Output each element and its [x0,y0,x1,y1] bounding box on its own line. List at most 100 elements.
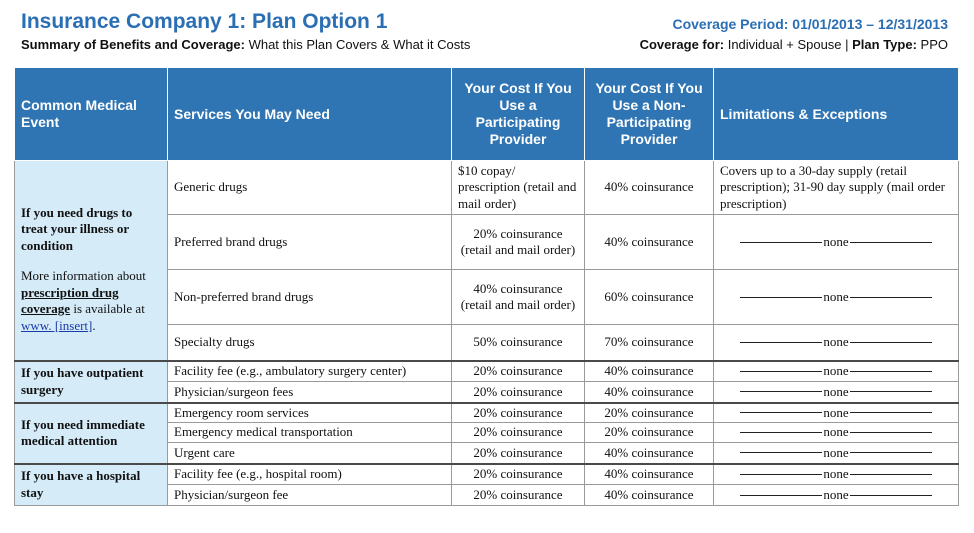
page-subtitle: Summary of Benefits and Coverage: What t… [21,37,470,52]
dash-rule [849,241,932,243]
limitation-cell: none [713,324,959,361]
participating-cost-cell: 40% coinsurance (retail and mail order) [451,269,585,325]
none-marker: none [720,334,952,351]
dash-rule [740,296,823,298]
participating-cost-cell: 20% coinsurance [451,484,585,506]
limitation-text: none [823,404,849,420]
event-hospital: If you have a hospital stay [14,462,168,506]
dash-rule [740,341,823,343]
more-info-mid: is available at [70,301,145,316]
dash-rule [849,412,932,414]
limitation-cell: none [713,462,959,485]
coverage-period: Coverage Period: 01/01/2013 – 12/31/2013 [672,16,948,32]
dash-rule [740,370,823,372]
coverage-for-label: Coverage for: [639,37,725,52]
table-header-row: Common Medical Event Services You May Ne… [14,67,959,161]
limitation-text: none [823,383,849,399]
participating-cost-cell: $10 copay/ prescription (retail and mail… [451,160,585,215]
participating-cost-cell: 20% coinsurance [451,422,585,443]
document-header: Insurance Company 1: Plan Option 1 Summa… [0,0,974,60]
limitation-text: none [823,233,849,249]
non-participating-cost-cell: 20% coinsurance [584,422,714,443]
table-row: Emergency medical transportation 20% coi… [15,422,959,443]
service-cell: Non-preferred brand drugs [167,269,452,325]
table-row: If you have outpatient surgery Facility … [14,359,959,403]
limitation-text: none [823,424,849,440]
limitation-text: none [823,334,849,349]
service-cell: Facility fee (e.g., ambulatory surgery c… [167,359,452,382]
limitation-text: none [823,444,849,460]
participating-cost-cell: 50% coinsurance [451,324,585,361]
none-marker: none [720,363,952,380]
limitation-cell: none [713,381,959,403]
participating-cost-cell: 20% coinsurance [451,401,585,423]
limitation-cell: none [713,422,959,443]
service-cell: Generic drugs [167,160,452,215]
non-participating-cost-cell: 40% coinsurance [584,442,714,464]
dash-rule [849,391,932,393]
table-row: Physician/surgeon fee 20% coinsurance 40… [15,484,959,506]
dash-rule [849,296,932,298]
table-row: Preferred brand drugs 20% coinsurance (r… [15,214,959,270]
none-marker: none [720,384,952,401]
service-cell: Facility fee (e.g., hospital room) [167,462,452,485]
non-participating-cost-cell: 40% coinsurance [584,160,714,215]
service-cell: Physician/surgeon fees [167,381,452,403]
dash-rule [849,473,932,475]
none-marker: none [720,445,952,462]
participating-cost-cell: 20% coinsurance [451,359,585,382]
event-drugs-more-info: More information about prescription drug… [21,268,161,334]
service-cell: Emergency room services [167,401,452,423]
dash-rule [849,432,932,433]
none-marker: none [720,424,952,441]
limitation-cell: none [713,269,959,325]
event-immediate: If you need immediate medical attention [14,401,168,464]
limitation-cell: none [713,359,959,382]
col-header-participating: Your Cost If You Use a Participating Pro… [451,67,585,161]
limitation-text: none [823,486,849,502]
dash-rule [849,452,932,454]
dash-rule [849,370,932,372]
limitation-cell: Covers up to a 30-day supply (retail pre… [713,160,959,215]
none-marker: none [720,466,952,483]
subtitle-label: Summary of Benefits and Coverage: [21,37,245,52]
event-drugs-title: If you need drugs to treat your illness … [21,204,133,253]
prescription-drug-coverage-link[interactable]: prescription drug coverage [21,284,119,317]
dash-rule [849,494,932,496]
plan-type-value: PPO [916,37,948,52]
dash-rule [740,473,823,475]
none-marker: none [720,289,952,306]
limitation-cell: none [713,214,959,270]
non-participating-cost-cell: 20% coinsurance [584,401,714,423]
table-row: Specialty drugs 50% coinsurance 70% coin… [15,324,959,361]
dash-rule [740,432,823,433]
plan-website-link[interactable]: www. [insert] [21,317,93,333]
limitation-text: none [823,363,849,378]
event-drugs: If you need drugs to treat your illness … [14,160,168,361]
service-cell: Specialty drugs [167,324,452,361]
limitation-cell: none [713,484,959,506]
table-row: If you need immediate medical attention … [14,401,959,464]
col-header-services: Services You May Need [167,67,452,161]
none-marker: none [720,234,952,251]
non-participating-cost-cell: 40% coinsurance [584,214,714,270]
participating-cost-cell: 20% coinsurance [451,381,585,403]
service-cell: Preferred brand drugs [167,214,452,270]
col-header-limitations: Limitations & Exceptions [713,67,959,161]
participating-cost-cell: 20% coinsurance [451,442,585,464]
service-cell: Urgent care [167,442,452,464]
table-row: Physician/surgeon fees 20% coinsurance 4… [15,381,959,403]
col-header-non-participating: Your Cost If You Use a Non-Participating… [584,67,714,161]
table-row: If you need drugs to treat your illness … [14,160,959,361]
non-participating-cost-cell: 40% coinsurance [584,462,714,485]
limitation-text: none [823,288,849,304]
coverage-for: Coverage for: Individual + Spouse | Plan… [640,37,948,52]
more-info-prefix: More information about [21,268,146,283]
subtitle-text: What this Plan Covers & What it Costs [244,37,471,52]
non-participating-cost-cell: 40% coinsurance [584,359,714,382]
non-participating-cost-cell: 70% coinsurance [584,324,714,361]
more-info-suffix: . [92,317,96,333]
col-header-event: Common Medical Event [14,67,168,161]
limitation-cell: none [713,401,959,423]
table-row: If you have a hospital stay Facility fee… [14,462,959,506]
